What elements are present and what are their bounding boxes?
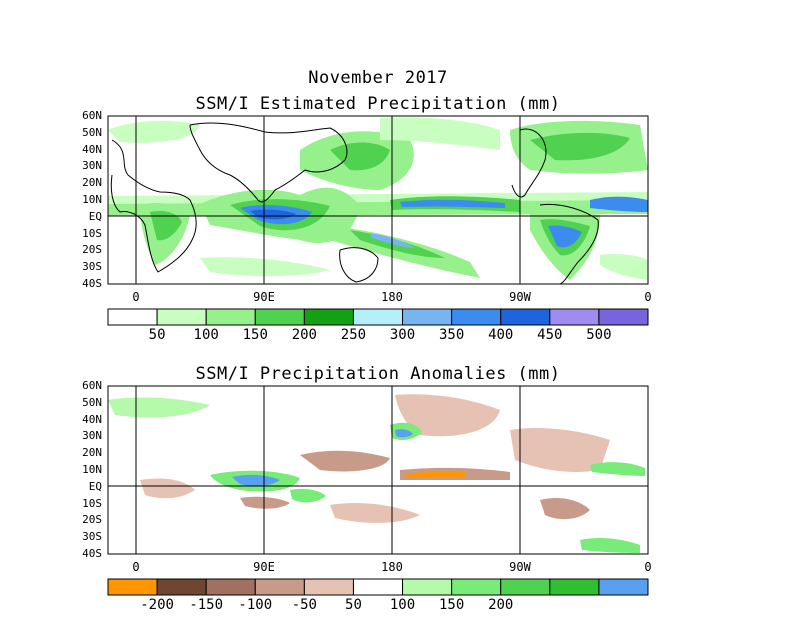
lat-label: EQ	[88, 209, 102, 223]
lon-label: 90E	[253, 560, 275, 574]
lat-label: 30S	[82, 260, 102, 274]
map-frame-1	[107, 115, 649, 285]
lat-label: 20N	[82, 176, 102, 190]
lat-label: 50N	[82, 395, 102, 409]
lon-label: 0	[644, 290, 652, 304]
lat-label: 50N	[82, 125, 102, 139]
lat-label: 30S	[82, 530, 102, 544]
lat-label: 40N	[82, 142, 102, 156]
colorbar-swatch	[254, 578, 305, 596]
precipitation-colorbar	[107, 308, 649, 326]
lon-label: 180	[381, 560, 403, 574]
colorbar-swatch	[352, 308, 404, 326]
lat-label: 20S	[82, 513, 102, 527]
lon-label: 90E	[253, 290, 275, 304]
precipitation-map	[108, 117, 648, 280]
colorbar-label: 150	[438, 597, 465, 613]
lat-label: 10N	[82, 463, 102, 476]
lon-label: 0	[644, 560, 652, 574]
lat-label: 40N	[82, 412, 102, 426]
colorbar-swatch	[549, 578, 600, 596]
lat-label: EQ	[88, 479, 102, 493]
colorbar-swatch	[402, 578, 453, 596]
lon-label: 90W	[509, 560, 531, 574]
colorbar-label: 50	[345, 597, 362, 613]
lat-label: 60N	[82, 379, 102, 392]
colorbar-label: 100	[193, 327, 219, 343]
colorbar-label: 50	[148, 327, 166, 343]
colorbar-label: 350	[438, 327, 465, 343]
main-title: November 2017	[308, 68, 448, 88]
lon-label: 0	[132, 290, 140, 304]
lon-label: 90W	[509, 290, 531, 304]
colorbar-label: 400	[488, 327, 514, 343]
lon-label: 180	[381, 290, 403, 304]
coastlines-panel-2	[111, 393, 598, 554]
colorbar-swatch	[107, 308, 158, 326]
colorbar-label: 250	[340, 327, 367, 343]
lat-label: 30N	[82, 159, 102, 173]
lat-label: 10N	[82, 193, 102, 206]
precip-panel-title: SSM/I Estimated Precipitation (mm)	[195, 94, 561, 114]
colorbar-swatch	[254, 308, 305, 326]
lat-label: 30N	[82, 429, 102, 443]
colorbar-swatch	[303, 308, 354, 326]
colorbar-swatch	[156, 578, 207, 596]
colorbar-label: -100	[238, 597, 273, 613]
colorbar-label: 100	[389, 597, 416, 613]
map-frame-2	[107, 385, 649, 555]
colorbar-label: -50	[291, 597, 317, 613]
colorbar-swatch	[598, 308, 649, 326]
lat-label: 60N	[82, 109, 102, 122]
colorbar-swatch	[451, 578, 502, 596]
colorbar-label: 500	[586, 327, 612, 343]
anomaly-map	[108, 394, 645, 553]
lon-label: 0	[132, 560, 140, 574]
lat-label: 20N	[82, 446, 102, 460]
lat-label: 20S	[82, 243, 102, 257]
anomaly-colorbar	[107, 578, 649, 596]
colorbar-label: 200	[488, 597, 514, 613]
colorbar-swatch	[451, 308, 502, 326]
colorbar-swatch	[205, 578, 256, 596]
colorbar-label: -150	[189, 597, 224, 613]
lat-label: 40S	[82, 277, 102, 290]
lat-label: 40S	[82, 547, 102, 560]
lat-label: 10S	[82, 226, 102, 240]
colorbar-swatch	[549, 308, 600, 326]
colorbar-label: 450	[537, 327, 563, 343]
colorbar-swatch	[402, 308, 453, 326]
colorbar-label: 200	[291, 327, 317, 343]
colorbar-swatch	[500, 578, 551, 596]
colorbar-swatch	[598, 578, 649, 596]
colorbar-label: -200	[140, 597, 174, 613]
colorbar-swatch	[500, 308, 551, 326]
colorbar-label: 150	[242, 327, 268, 343]
colorbar-swatch	[107, 578, 158, 596]
colorbar-swatch	[156, 308, 207, 326]
colorbar-swatch	[205, 308, 256, 326]
anomaly-panel-title: SSM/I Precipitation Anomalies (mm)	[195, 364, 561, 384]
colorbar-swatch	[303, 578, 354, 596]
lat-label: 10S	[82, 496, 102, 510]
colorbar-label: 300	[389, 327, 416, 343]
colorbar-swatch	[352, 578, 404, 596]
coastlines-panel-1	[110, 122, 599, 284]
